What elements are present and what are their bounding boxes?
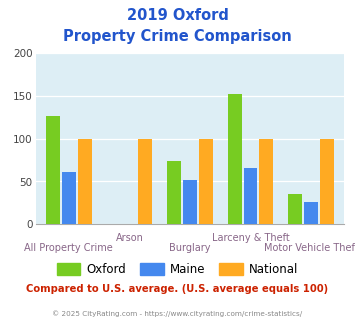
Text: Larceny & Theft: Larceny & Theft xyxy=(212,233,289,243)
Text: Arson: Arson xyxy=(115,233,143,243)
Text: © 2025 CityRating.com - https://www.cityrating.com/crime-statistics/: © 2025 CityRating.com - https://www.city… xyxy=(53,310,302,317)
Text: Property Crime Comparison: Property Crime Comparison xyxy=(63,29,292,44)
Text: Compared to U.S. average. (U.S. average equals 100): Compared to U.S. average. (U.S. average … xyxy=(26,284,329,294)
Text: Burglary: Burglary xyxy=(169,243,211,252)
Bar xyxy=(46,116,60,224)
Text: 2019 Oxford: 2019 Oxford xyxy=(127,8,228,23)
Text: Motor Vehicle Theft: Motor Vehicle Theft xyxy=(264,243,355,252)
Text: All Property Crime: All Property Crime xyxy=(24,243,113,252)
Bar xyxy=(288,194,302,224)
Bar xyxy=(304,202,318,224)
Bar xyxy=(167,161,181,224)
Bar xyxy=(259,139,273,224)
Bar xyxy=(244,168,257,224)
Bar xyxy=(199,139,213,224)
Bar xyxy=(183,180,197,224)
Bar xyxy=(320,139,334,224)
Bar xyxy=(138,139,152,224)
Bar xyxy=(228,94,242,224)
Bar xyxy=(62,172,76,224)
Legend: Oxford, Maine, National: Oxford, Maine, National xyxy=(52,258,303,281)
Bar xyxy=(78,139,92,224)
